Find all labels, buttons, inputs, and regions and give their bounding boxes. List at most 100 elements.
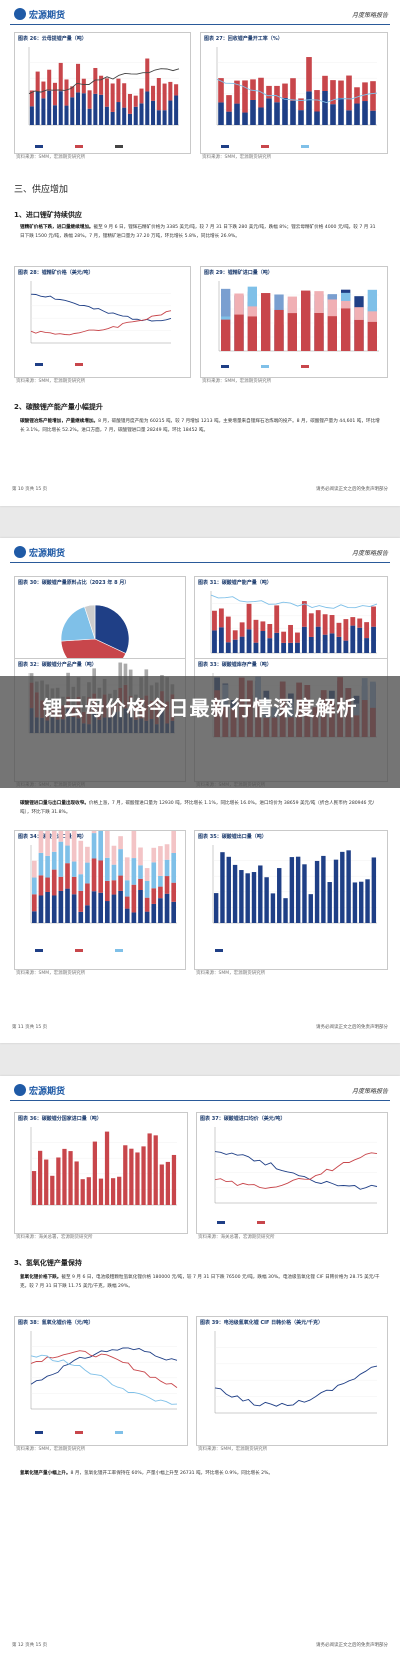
bar: [260, 621, 266, 632]
bar: [111, 880, 117, 895]
bar: [31, 877, 37, 895]
bar: [139, 103, 144, 125]
bar: [306, 57, 312, 92]
bar: [322, 634, 328, 653]
bar: [232, 639, 238, 653]
bar: [41, 98, 46, 125]
legend-swatch: [35, 363, 43, 366]
legend-swatch: [35, 949, 43, 952]
bar: [322, 75, 328, 91]
bar: [35, 71, 40, 92]
bar: [58, 831, 64, 842]
subsection-heading: 1、进口锂矿持续供应: [14, 211, 82, 219]
bar: [131, 831, 137, 859]
report-page-10: 宏源期货 月度策略报告 图表 26：云母提锂产量（吨） 资料来源：SMM，宏源期…: [0, 0, 400, 506]
figure-38-title: 图表 38：氢氧化锂价格（元/吨）: [18, 1320, 94, 1326]
legend-swatch: [75, 363, 83, 366]
bar: [117, 1176, 122, 1205]
bar: [110, 83, 115, 112]
bar: [239, 622, 245, 637]
paragraph-carbonate-trade: 碳酸锂进口量与出口量出现收窄。价格上涨，7 月，碳酸锂进口量为 12930 吨，…: [20, 801, 375, 815]
bar: [92, 1141, 98, 1205]
figure-34: 图表 34：碳酸锂进口量（吨）: [14, 830, 186, 970]
bar: [65, 845, 70, 864]
bar: [298, 98, 304, 111]
bar: [81, 78, 86, 94]
legend-swatch: [301, 365, 309, 368]
bar: [329, 615, 335, 634]
bar: [338, 97, 344, 125]
bar: [138, 878, 143, 890]
bar: [266, 85, 272, 99]
bar: [290, 100, 296, 125]
bar: [232, 864, 238, 923]
bar: [80, 1179, 85, 1205]
bar: [81, 93, 86, 125]
bar: [212, 610, 217, 631]
bar: [341, 308, 351, 351]
series-line: [30, 1354, 178, 1405]
bar: [104, 831, 110, 858]
bar: [141, 1146, 146, 1205]
bar: [51, 831, 57, 852]
section-heading: 三、供应增加: [14, 185, 69, 195]
bar: [35, 91, 40, 125]
bar: [281, 642, 287, 653]
bar: [131, 858, 137, 885]
bar: [354, 103, 360, 125]
bar: [340, 851, 345, 923]
bar: [343, 640, 349, 653]
bar: [133, 95, 138, 107]
logo-icon: [14, 8, 26, 20]
legend-swatch: [75, 1431, 83, 1434]
bar: [274, 309, 284, 351]
bar: [234, 80, 240, 104]
bar: [253, 642, 259, 653]
bar: [367, 321, 377, 351]
bar: [330, 104, 336, 125]
pie-slice: [94, 604, 130, 654]
figure-35-title: 图表 35：碳酸锂出口量（吨）: [198, 834, 267, 840]
bar: [156, 110, 161, 125]
bar: [306, 91, 312, 125]
bar: [234, 103, 240, 125]
figure-35-source: 资料来源：SMM，宏源期货研究所: [196, 971, 266, 976]
legend-swatch: [221, 365, 229, 368]
bar: [38, 875, 44, 896]
series-line: [28, 68, 180, 95]
bar: [31, 1171, 37, 1205]
bar: [51, 895, 57, 923]
bar: [158, 846, 163, 876]
figure-39-title: 图表 39：电池级氢氧化锂 CIF 日韩价格（美元/千克）: [200, 1320, 323, 1326]
figure-37-title: 图表 37：碳酸锂进口均价（美元/吨）: [200, 1116, 286, 1122]
figure-32-title: 图表 32：碳酸锂分产品产量（吨）: [18, 662, 97, 668]
bar: [359, 881, 364, 923]
bar: [37, 1150, 43, 1205]
bar: [346, 75, 352, 111]
bar: [308, 636, 314, 653]
bar: [110, 1178, 116, 1205]
page-header: 宏源期货 月度策略报告: [10, 546, 390, 563]
bar: [124, 880, 130, 897]
bar: [135, 1152, 140, 1205]
bar: [226, 111, 232, 125]
paragraph-hydroxide-output: 氢氧化锂产量小幅上升。8 月，氢氧化锂开工率保持在 60%，产量小幅上升至 26…: [20, 1471, 274, 1476]
bar: [45, 855, 50, 878]
figure-36: 图表 36：碳酸锂分国家进口量（吨）: [14, 1112, 188, 1234]
figure-30-title: 图表 30：碳酸锂产量原料占比（2023 年 8 月）: [18, 580, 130, 586]
bar: [226, 95, 232, 112]
bar: [127, 113, 132, 125]
series-line: [216, 78, 378, 103]
bar: [371, 626, 376, 653]
bar: [354, 87, 360, 104]
bar: [111, 845, 117, 865]
figure-29-title: 图表 29：锂精矿进口量（吨）: [204, 270, 273, 276]
bar: [329, 633, 335, 653]
bar: [51, 851, 57, 870]
bar: [239, 636, 245, 653]
figure-27-title: 图表 27：回收锂产量开工率（%）: [204, 36, 283, 42]
figure-33-title: 图表 33：碳酸锂库存产量（吨）: [198, 662, 272, 668]
bar: [346, 850, 351, 923]
bar: [91, 891, 97, 923]
series-line: [214, 1365, 378, 1407]
